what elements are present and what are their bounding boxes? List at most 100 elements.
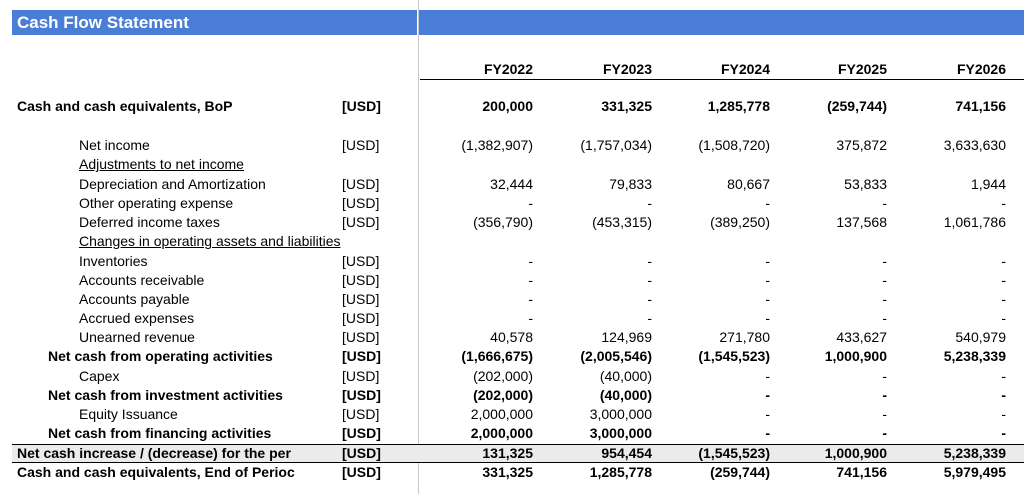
cell-value: - <box>647 195 652 211</box>
cell-value: 2,000,000 <box>470 425 533 441</box>
row-label: Depreciation and Amortization <box>79 176 266 192</box>
row-unit: [USD] <box>342 310 380 326</box>
table-row: Adjustments to net income <box>0 155 1024 174</box>
cell-value: - <box>765 425 770 441</box>
row-label: Accounts payable <box>79 291 190 307</box>
cell-value: 79,833 <box>609 176 652 192</box>
cell-value: - <box>647 253 652 269</box>
row-unit: [USD] <box>342 98 381 114</box>
row-label: Capex <box>79 368 120 384</box>
year-header-fy2024: FY2024 <box>720 61 770 77</box>
cell-value: 741,156 <box>836 464 887 480</box>
table-row: Changes in operating assets and liabilit… <box>0 232 1024 251</box>
cell-value: - <box>882 291 887 307</box>
cell-value: 131,325 <box>482 445 533 461</box>
row-unit: [USD] <box>342 195 380 211</box>
header-underline <box>420 79 1024 80</box>
cell-value: 3,000,000 <box>589 406 652 422</box>
cell-value: (356,790) <box>473 214 533 230</box>
highlighted-total-row <box>12 444 1024 463</box>
table-row: Cash and cash equivalents, End of Perioc… <box>0 463 1024 482</box>
cell-value: - <box>765 253 770 269</box>
table-row: Inventories [USD] - - - - - <box>0 252 1024 271</box>
row-label: Other operating expense <box>79 195 234 211</box>
cell-value: - <box>882 425 887 441</box>
year-header-fy2026: FY2026 <box>956 61 1006 77</box>
table-row: Net cash increase / (decrease) for the p… <box>0 444 1024 463</box>
cell-value: 2,000,000 <box>470 406 533 422</box>
cell-value: - <box>528 253 533 269</box>
row-label: Net cash increase / (decrease) for the p… <box>17 445 291 461</box>
table-row: Net cash from investment activities [USD]… <box>0 386 1024 405</box>
row-unit: [USD] <box>342 329 380 345</box>
cell-value: 5,238,339 <box>943 445 1006 461</box>
cell-value: 80,667 <box>727 176 770 192</box>
cell-value: (259,744) <box>827 98 887 114</box>
table-row: Equity Issuance [USD] 2,000,000 3,000,000 - -… <box>0 405 1024 424</box>
cell-value: 32,444 <box>490 176 533 192</box>
cell-value: 331,325 <box>482 464 533 480</box>
cell-value: 5,238,339 <box>943 348 1006 364</box>
row-label: Net cash from operating activities <box>48 348 273 364</box>
cell-value: (2,005,546) <box>580 348 652 364</box>
cell-value: (202,000) <box>473 387 533 403</box>
cell-value: - <box>882 195 887 211</box>
row-label: Net cash from financing activities <box>48 425 272 441</box>
cell-value: - <box>882 406 887 422</box>
cell-value: 1,000,900 <box>824 445 887 461</box>
cell-value: - <box>765 310 770 326</box>
cell-value: 433,627 <box>836 329 887 345</box>
cell-value: (1,666,675) <box>461 348 533 364</box>
row-label: Adjustments to net income <box>79 156 244 172</box>
row-unit: [USD] <box>342 425 381 441</box>
row-label: Inventories <box>79 253 148 269</box>
table-row: Cash and cash equivalents, BoP [USD] 200,0… <box>0 97 1024 116</box>
cell-value: (1,508,720) <box>698 137 770 153</box>
cell-value: - <box>882 310 887 326</box>
year-header-fy2023: FY2023 <box>602 61 652 77</box>
row-unit: [USD] <box>342 445 381 461</box>
cell-value: (453,315) <box>592 214 652 230</box>
cell-value: 124,969 <box>601 329 652 345</box>
year-header-fy2022: FY2022 <box>483 61 533 77</box>
cell-value: 954,454 <box>601 445 652 461</box>
table-row: Accounts receivable [USD] - - - - - <box>0 271 1024 290</box>
cell-value: - <box>1001 253 1006 269</box>
cell-value: - <box>882 253 887 269</box>
cell-value: - <box>528 272 533 288</box>
table-row: Depreciation and Amortization [USD] 32,444… <box>0 175 1024 194</box>
cell-value: - <box>647 291 652 307</box>
column-divider <box>418 0 419 494</box>
cell-value: 741,156 <box>955 98 1006 114</box>
table-row: Net income [USD] (1,382,907) (1,757,034) (1,… <box>0 136 1024 155</box>
table-row: Capex [USD] (202,000) (40,000) - - - <box>0 367 1024 386</box>
row-unit: [USD] <box>342 137 380 153</box>
cell-value: - <box>1001 291 1006 307</box>
cell-value: - <box>528 310 533 326</box>
cell-value: 375,872 <box>836 137 887 153</box>
table-row: Accrued expenses [USD] - - - - - <box>0 309 1024 328</box>
cell-value: - <box>765 195 770 211</box>
table-row: Net cash from financing activities [USD] 2… <box>0 424 1024 443</box>
row-unit: [USD] <box>342 464 381 480</box>
cell-value: 540,979 <box>955 329 1006 345</box>
cell-value: (1,545,523) <box>698 445 770 461</box>
row-unit: [USD] <box>342 291 380 307</box>
cell-value: - <box>765 387 770 403</box>
cell-value: 1,061,786 <box>943 214 1006 230</box>
cell-value: - <box>1001 425 1006 441</box>
row-unit: [USD] <box>342 214 380 230</box>
cell-value: (1,757,034) <box>580 137 652 153</box>
cell-value: 5,979,495 <box>943 464 1006 480</box>
cell-value: (40,000) <box>599 368 652 384</box>
cell-value: - <box>765 272 770 288</box>
cell-value: (1,382,907) <box>461 137 533 153</box>
cell-value: - <box>1001 310 1006 326</box>
row-unit: [USD] <box>342 406 380 422</box>
row-label: Unearned revenue <box>79 329 195 345</box>
cell-value: (1,545,523) <box>698 348 770 364</box>
row-unit: [USD] <box>342 368 380 384</box>
cell-value: - <box>647 272 652 288</box>
row-label: Accounts receivable <box>79 272 205 288</box>
cell-value: (202,000) <box>473 368 533 384</box>
